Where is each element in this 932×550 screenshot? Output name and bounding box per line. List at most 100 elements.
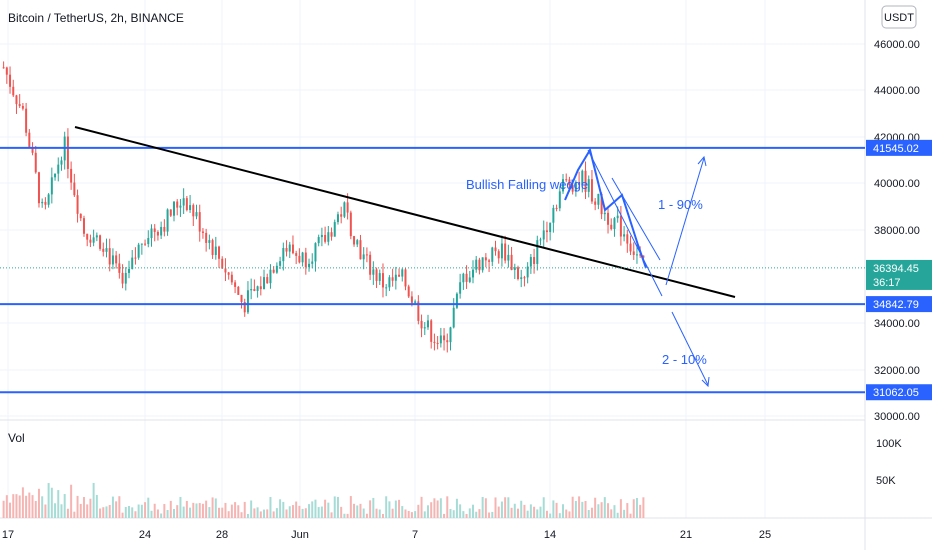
volume-bar	[626, 503, 629, 518]
time-tick-label: 14	[544, 529, 556, 541]
currency-button[interactable]: USDT	[881, 5, 917, 29]
symbol-title: Bitcoin / TetherUS, 2h, BINANCE	[8, 11, 184, 25]
wedge-annotation: Bullish Falling wedge	[466, 177, 588, 192]
candle-body	[25, 108, 28, 133]
candle-body	[504, 243, 507, 261]
volume-bar	[105, 506, 108, 518]
volume-bar	[555, 502, 558, 518]
time-tick-label: 25	[759, 529, 771, 541]
candle-body	[536, 240, 539, 264]
descending-trendline[interactable]	[74, 126, 736, 298]
wedge-upper-line[interactable]	[587, 149, 663, 297]
volume-bar	[198, 503, 201, 518]
volume-tick-label: 50K	[876, 475, 896, 487]
volume-bar	[28, 492, 31, 518]
candle-body	[500, 243, 503, 259]
volume-bar	[549, 513, 552, 518]
wedge-zigzag[interactable]	[564, 147, 647, 269]
volume-bar	[108, 505, 111, 518]
volume-bar	[619, 499, 622, 518]
volume-bar	[600, 502, 603, 518]
projection-arrows[interactable]	[665, 155, 710, 388]
candle-body	[613, 218, 616, 230]
volume-bar	[99, 508, 102, 518]
volume-bar	[394, 500, 397, 518]
volume-bar	[581, 501, 584, 518]
candle-body	[137, 244, 140, 258]
falling-wedge[interactable]	[564, 147, 663, 297]
candle-body	[359, 240, 362, 260]
candle-body	[156, 231, 159, 236]
candle-body	[140, 243, 143, 245]
volume-bar	[526, 510, 529, 518]
candle-body	[571, 185, 574, 192]
volume-bar	[398, 499, 401, 518]
volume-bar	[144, 502, 147, 518]
candle-body	[246, 290, 249, 313]
candle-body	[301, 252, 304, 263]
down-arrow-line[interactable]	[671, 311, 709, 386]
candle-body	[642, 255, 645, 258]
candle-body	[218, 246, 221, 259]
volume-bar	[9, 502, 12, 518]
volume-bar	[205, 500, 208, 518]
volume-bar	[594, 497, 597, 518]
candle-body	[263, 277, 266, 290]
volume-bar	[102, 507, 105, 518]
candle-body	[542, 230, 545, 240]
candle-body	[285, 248, 288, 252]
volume-bar	[623, 509, 626, 518]
scenario-2-annotation: 2 - 10%	[662, 352, 707, 367]
candle-body	[131, 257, 134, 269]
candle-body	[266, 277, 269, 284]
candle-body	[362, 254, 365, 260]
candle-body	[391, 277, 394, 281]
volume-bar	[423, 511, 426, 518]
candle-body	[574, 182, 577, 192]
candle-body	[121, 272, 124, 284]
volume-bar	[365, 513, 368, 518]
level-tag-box	[866, 384, 932, 401]
volume-bar	[21, 487, 24, 518]
volume-bar	[275, 508, 278, 518]
candle-body	[214, 246, 217, 255]
candle-body	[452, 307, 455, 328]
candle-body	[619, 215, 622, 237]
candle-body	[66, 136, 69, 169]
volume-bar	[520, 500, 523, 518]
candle-body	[115, 255, 118, 264]
candle-body	[163, 226, 166, 232]
volume-bar	[500, 501, 503, 518]
volume-bar	[639, 504, 642, 518]
time-tick-label: 28	[216, 529, 228, 541]
candle-body	[349, 212, 352, 237]
horizontal-levels[interactable]	[0, 146, 865, 394]
candle-body	[610, 224, 613, 230]
volume-bar	[179, 496, 182, 518]
volume-bar	[12, 494, 15, 518]
wedge-lower-line[interactable]	[611, 177, 661, 261]
up-arrow-line[interactable]	[665, 157, 705, 286]
volume-bar	[82, 497, 85, 518]
volume-bar	[391, 508, 394, 518]
volume-bar	[37, 488, 40, 518]
candle-body	[150, 228, 153, 239]
candle-body	[295, 253, 298, 256]
candle-body	[198, 212, 201, 232]
volume-bar	[63, 494, 66, 518]
price-tick-label: 34000.00	[874, 318, 920, 330]
volume-bar	[185, 500, 188, 518]
candle-body	[37, 172, 40, 204]
candle-body	[526, 266, 529, 278]
volume-bar	[356, 505, 359, 518]
last-price-tag-box	[866, 259, 932, 290]
candle-body	[545, 230, 548, 233]
volume-bar	[346, 513, 349, 518]
candle-body	[79, 213, 82, 219]
candle-body	[134, 257, 137, 259]
candle-body	[455, 293, 458, 308]
candle-body	[208, 240, 211, 243]
volume-bar	[221, 507, 224, 518]
volume-bar	[131, 507, 134, 518]
